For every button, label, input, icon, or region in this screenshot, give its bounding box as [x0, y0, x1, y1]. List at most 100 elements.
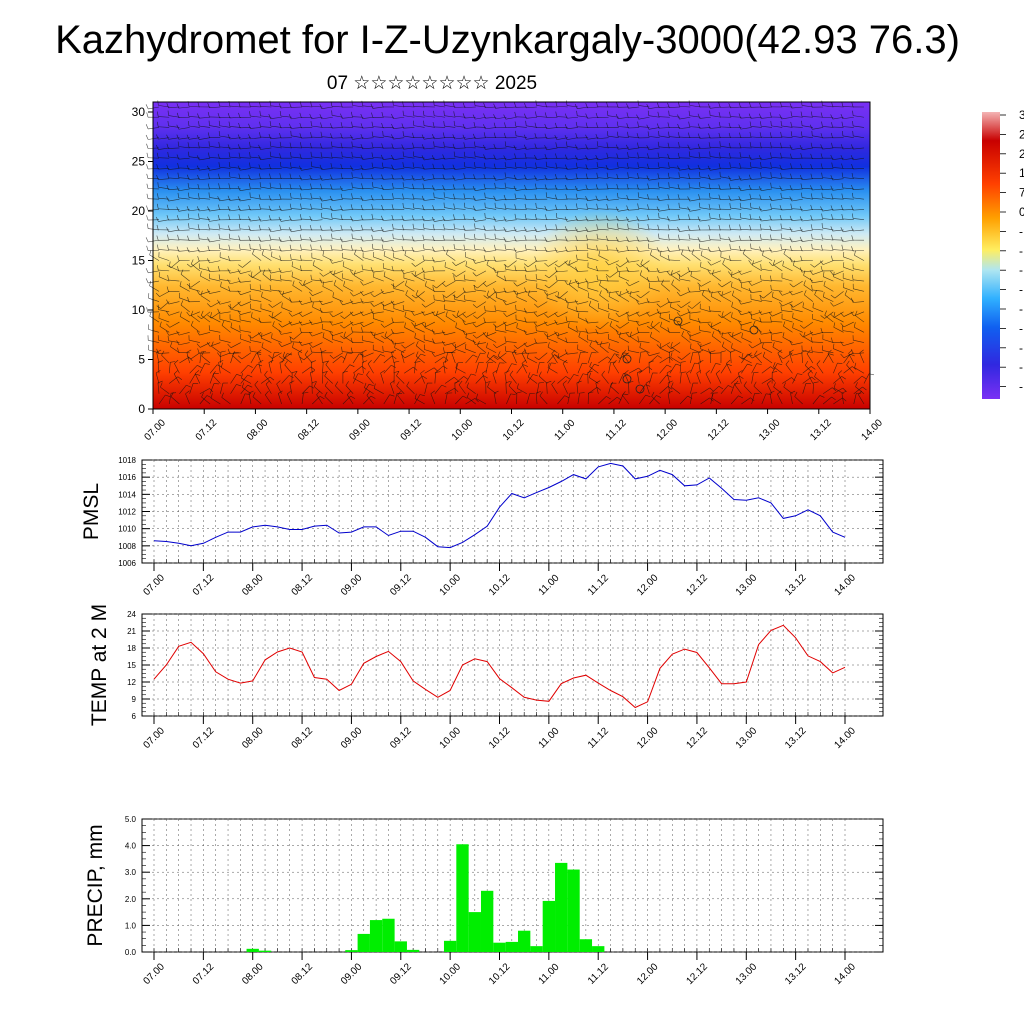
- wind-barb: [424, 339, 435, 343]
- wind-barb: [823, 296, 834, 302]
- wind-barb: [803, 336, 814, 343]
- wind-barb-flag: [443, 295, 445, 301]
- wind-barb-flag: [544, 333, 548, 338]
- wind-barb-flag: [759, 337, 762, 343]
- wind-barb: [601, 374, 609, 384]
- wind-barb: [485, 207, 497, 210]
- wind-barb-flag: [268, 195, 271, 201]
- wind-barb-flag: [294, 371, 298, 376]
- wind-barb: [720, 332, 732, 335]
- xtick-label: 11.12: [586, 725, 611, 750]
- wind-barb: [179, 384, 187, 394]
- wind-barb-flag: [347, 352, 353, 354]
- wind-barb-flag: [743, 381, 747, 386]
- wind-barb: [250, 353, 257, 364]
- wind-barb-flag: [728, 142, 731, 148]
- wind-barb: [496, 297, 507, 302]
- wind-barb-flag: [221, 320, 225, 326]
- wind-barb-flag: [188, 151, 190, 157]
- xtick-label: 12.00: [635, 961, 661, 987]
- wind-barb: [301, 178, 313, 181]
- wind-barb: [495, 219, 507, 222]
- wind-barb-flag: [524, 194, 527, 200]
- wind-barb-flag: [411, 294, 417, 299]
- wind-barb: [638, 384, 646, 394]
- wind-barb: [669, 318, 681, 323]
- wind-barb-flag: [701, 290, 705, 295]
- wind-barb: [301, 366, 312, 374]
- wind-barb: [689, 209, 701, 212]
- wind-barb-flag: [329, 195, 333, 201]
- wind-barb: [782, 291, 793, 296]
- wind-barb: [689, 318, 701, 323]
- wind-barb: [333, 352, 344, 359]
- wind-barb: [188, 178, 200, 180]
- wind-barb-flag: [756, 363, 762, 365]
- wind-barb-flag: [340, 214, 343, 220]
- wind-barb: [158, 317, 170, 323]
- wind-barb: [843, 342, 854, 347]
- ytick-label: 1012: [118, 508, 136, 517]
- wind-barb: [793, 280, 803, 288]
- wind-barb: [505, 116, 517, 120]
- wind-barb-flag: [534, 143, 537, 149]
- wind-barb: [539, 395, 548, 405]
- wind-barb-flag: [268, 268, 272, 274]
- wind-barb: [301, 208, 313, 210]
- wind-barb-flag: [159, 321, 162, 327]
- wind-barb-flag: [320, 152, 323, 158]
- wind-barb: [465, 354, 474, 364]
- wind-barb-flag: [616, 102, 619, 108]
- wind-barb: [721, 280, 732, 288]
- precip-bar: [394, 941, 407, 952]
- wind-barb-flag: [177, 162, 179, 168]
- wind-barb-flag: [728, 175, 731, 181]
- wind-barb: [710, 168, 722, 171]
- wind-barb-flag: [557, 332, 559, 338]
- wind-barb-flag: [769, 225, 772, 231]
- wind-barb-flag: [681, 371, 687, 373]
- wind-barb-flag: [789, 349, 794, 353]
- wind-barb: [785, 364, 793, 374]
- wind-barb-flag: [493, 354, 499, 359]
- wind-barb-flag: [319, 114, 323, 119]
- wind-barb-flag: [421, 310, 425, 316]
- wind-barb: [322, 337, 333, 343]
- wind-barb-flag: [575, 162, 578, 168]
- wind-barb: [557, 376, 566, 384]
- wind-barb: [239, 248, 251, 251]
- wind-barb: [710, 115, 722, 118]
- wind-barb-flag: [594, 363, 600, 367]
- wind-barb-flag: [350, 134, 353, 140]
- wind-barb-flag: [497, 351, 501, 356]
- wind-barb: [311, 188, 323, 190]
- wind-barb-flag: [697, 318, 701, 324]
- wind-barb-flag: [196, 206, 200, 212]
- wind-barb-flag: [456, 310, 460, 316]
- wind-barb-flag: [493, 114, 496, 119]
- wind-barb: [833, 397, 843, 405]
- wind-barb-flag: [780, 120, 782, 126]
- wind-barb: [618, 291, 630, 297]
- wind-barb-flag: [828, 353, 834, 356]
- wind-barb: [188, 209, 200, 212]
- calm-circle: [635, 384, 645, 394]
- wind-barb-flag: [629, 331, 632, 337]
- wind-barb: [709, 106, 721, 109]
- wind-barb: [791, 309, 803, 313]
- wind-barb-flag: [340, 244, 343, 250]
- wind-barb-flag: [319, 272, 324, 277]
- wind-barb: [188, 137, 200, 140]
- wind-barb-flag: [207, 245, 210, 251]
- wind-barb: [547, 367, 558, 374]
- wind-barb-flag: [741, 352, 744, 358]
- wind-barb: [405, 284, 415, 292]
- wind-barb-flag: [309, 343, 313, 348]
- wind-barb: [270, 249, 282, 251]
- wind-barb-flag: [677, 165, 680, 171]
- wind-barb: [189, 373, 196, 384]
- wind-barb: [701, 294, 711, 302]
- wind-barb-flag: [622, 391, 626, 396]
- wind-barb-flag: [261, 333, 263, 339]
- wind-barb: [726, 363, 732, 374]
